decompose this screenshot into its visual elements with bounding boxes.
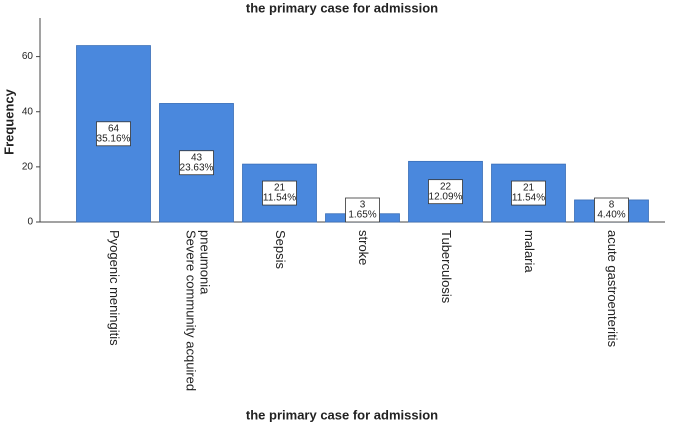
chart-title: the primary case for admission [246, 0, 438, 15]
percent-label: 35.16% [97, 133, 131, 144]
x-axis-title: the primary case for admission [246, 407, 438, 422]
data-label-box [594, 197, 629, 223]
percent-label: 23.63% [180, 162, 214, 173]
data-label-box [262, 180, 297, 206]
data-label-box [428, 179, 463, 205]
y-tick-label: 20 [22, 162, 34, 173]
data-label-box [96, 121, 131, 147]
percent-label: 12.09% [429, 191, 463, 202]
percent-label: 4.40% [597, 210, 625, 221]
x-tick-label: malaria [522, 230, 537, 273]
percent-label: 1.65% [348, 210, 376, 221]
x-tick-label: acute gastroenteritis [605, 230, 620, 348]
x-tick-label: Sepsis [273, 230, 288, 270]
data-label: 21 [523, 183, 535, 194]
y-tick-label: 40 [22, 106, 34, 117]
x-tick-label-line: Severe community acquired [183, 230, 198, 391]
percent-label: 11.54% [512, 193, 545, 204]
data-label-box [179, 150, 214, 176]
data-label: 64 [108, 123, 120, 134]
data-label: 43 [191, 152, 203, 163]
x-tick-label: Tuberculosis [439, 230, 454, 304]
x-tick-label: stroke [356, 230, 371, 265]
x-tick-label-line: pneumonia [197, 230, 212, 295]
y-tick-label: 0 [27, 217, 33, 228]
bar [76, 45, 151, 223]
x-tick-label: Severe community acquiredpneumonia [183, 230, 212, 391]
data-label: 3 [360, 200, 366, 211]
data-label-box [345, 197, 380, 223]
data-label: 8 [609, 200, 615, 211]
data-label: 22 [440, 181, 452, 192]
data-label: 21 [274, 183, 286, 194]
x-tick-label: Pyogenic meningitis [107, 230, 122, 346]
y-axis-title: Frequency [1, 88, 16, 155]
y-tick-label: 60 [22, 51, 34, 62]
data-label-box [511, 180, 546, 206]
percent-label: 11.54% [263, 193, 296, 204]
